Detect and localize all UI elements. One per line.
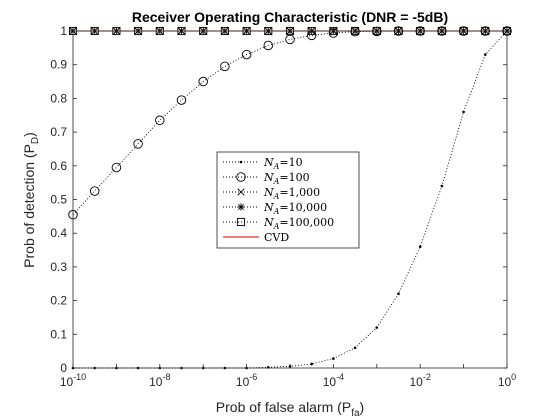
x-tick-label: 10-2: [410, 372, 431, 389]
y-tick-label: 0.2: [50, 294, 67, 308]
x-tick-label: 10-8: [149, 372, 170, 389]
legend-entry-4: NA=10,000: [223, 201, 327, 216]
x-tick-label: 10-6: [236, 372, 257, 389]
ticks-layer: 0 0.1 0.2 0.3 0.4 0.5 0.6 0.7 0.8 0.9 1 10-10 10-8 10…: [50, 24, 516, 389]
x-axis-label-close: ): [360, 399, 365, 415]
y-tick-label: 0.3: [50, 260, 67, 274]
y-tick-label: 0.7: [50, 125, 67, 139]
series-1-point-13: [332, 357, 335, 360]
series-2-point-9: [241, 49, 252, 60]
y-axis-label-close: ): [21, 132, 37, 137]
series-2-point-6: [176, 95, 187, 105]
series-2-point-5: [155, 115, 165, 126]
series-1-point-14: [353, 346, 357, 350]
y-tick-label: 0.5: [50, 193, 67, 207]
legend-label: NA=10: [263, 156, 303, 171]
x-axis-label: Prob of false alarm (Pfa): [216, 399, 364, 419]
legend-marker: [237, 203, 245, 211]
y-tick-label: 0.9: [50, 58, 67, 72]
x-axis-label-sub: fa: [351, 408, 360, 419]
legend-marker: [236, 217, 246, 227]
legend-label: NA=10,000: [263, 201, 327, 216]
legend-entry-2: NA=100: [223, 171, 310, 186]
legend-label: NA=1,000: [263, 186, 320, 201]
x-tick-label: 10-10: [60, 372, 86, 389]
series-2-point-7: [198, 76, 208, 87]
x-tick-label: 10-4: [323, 372, 344, 389]
legend-marker: [239, 160, 243, 164]
series-1-point-18: [440, 184, 444, 188]
legend: NA=10NA=100NA=1,000NA=10,000NA=100,000CV…: [216, 151, 360, 249]
y-tick-label: 1: [60, 24, 67, 38]
series-2-point-4: [133, 139, 143, 149]
legend-marker: [237, 188, 245, 196]
series-1-point-20: [483, 53, 487, 56]
y-tick-label: 0.4: [50, 226, 67, 240]
legend-label: NA=100,000: [263, 216, 334, 231]
series-1-point-19: [462, 110, 465, 114]
y-tick-label: 0.1: [50, 327, 67, 341]
y-tick-label: 0: [60, 361, 67, 375]
series-2-point-10: [263, 40, 274, 51]
y-tick-label: 0.8: [50, 91, 67, 105]
legend-label: CVD: [264, 231, 289, 244]
series-1-point-12: [310, 362, 313, 366]
x-tick-label: 100: [498, 372, 516, 389]
series-2-point-11: [285, 34, 295, 45]
series-1-point-17: [418, 245, 422, 248]
legend-entry-5: NA=100,000: [223, 216, 334, 231]
series-2-point-3: [111, 162, 122, 173]
y-axis-label: Prob of detection (PD): [21, 132, 41, 268]
x-axis-label-main: Prob of false alarm (P: [216, 399, 351, 415]
y-axis-label-main: Prob of detection (P: [21, 144, 37, 268]
series-2-point-8: [220, 61, 230, 72]
legend-label: NA=100: [263, 171, 310, 186]
legend-box: [216, 151, 360, 249]
legend-entry-6: CVD: [223, 231, 289, 244]
series-1-point-16: [397, 292, 400, 296]
y-axis-label-sub: D: [30, 137, 41, 144]
legend-entry-1: NA=10: [223, 156, 303, 171]
legend-entry-3: NA=1,000: [223, 186, 320, 201]
y-tick-label: 0.6: [50, 159, 67, 173]
chart-title: Receiver Operating Characteristic (DNR =…: [132, 9, 448, 25]
series-2-point-2: [89, 186, 100, 196]
legend-marker: [236, 172, 246, 182]
series-1-point-15: [375, 326, 379, 329]
